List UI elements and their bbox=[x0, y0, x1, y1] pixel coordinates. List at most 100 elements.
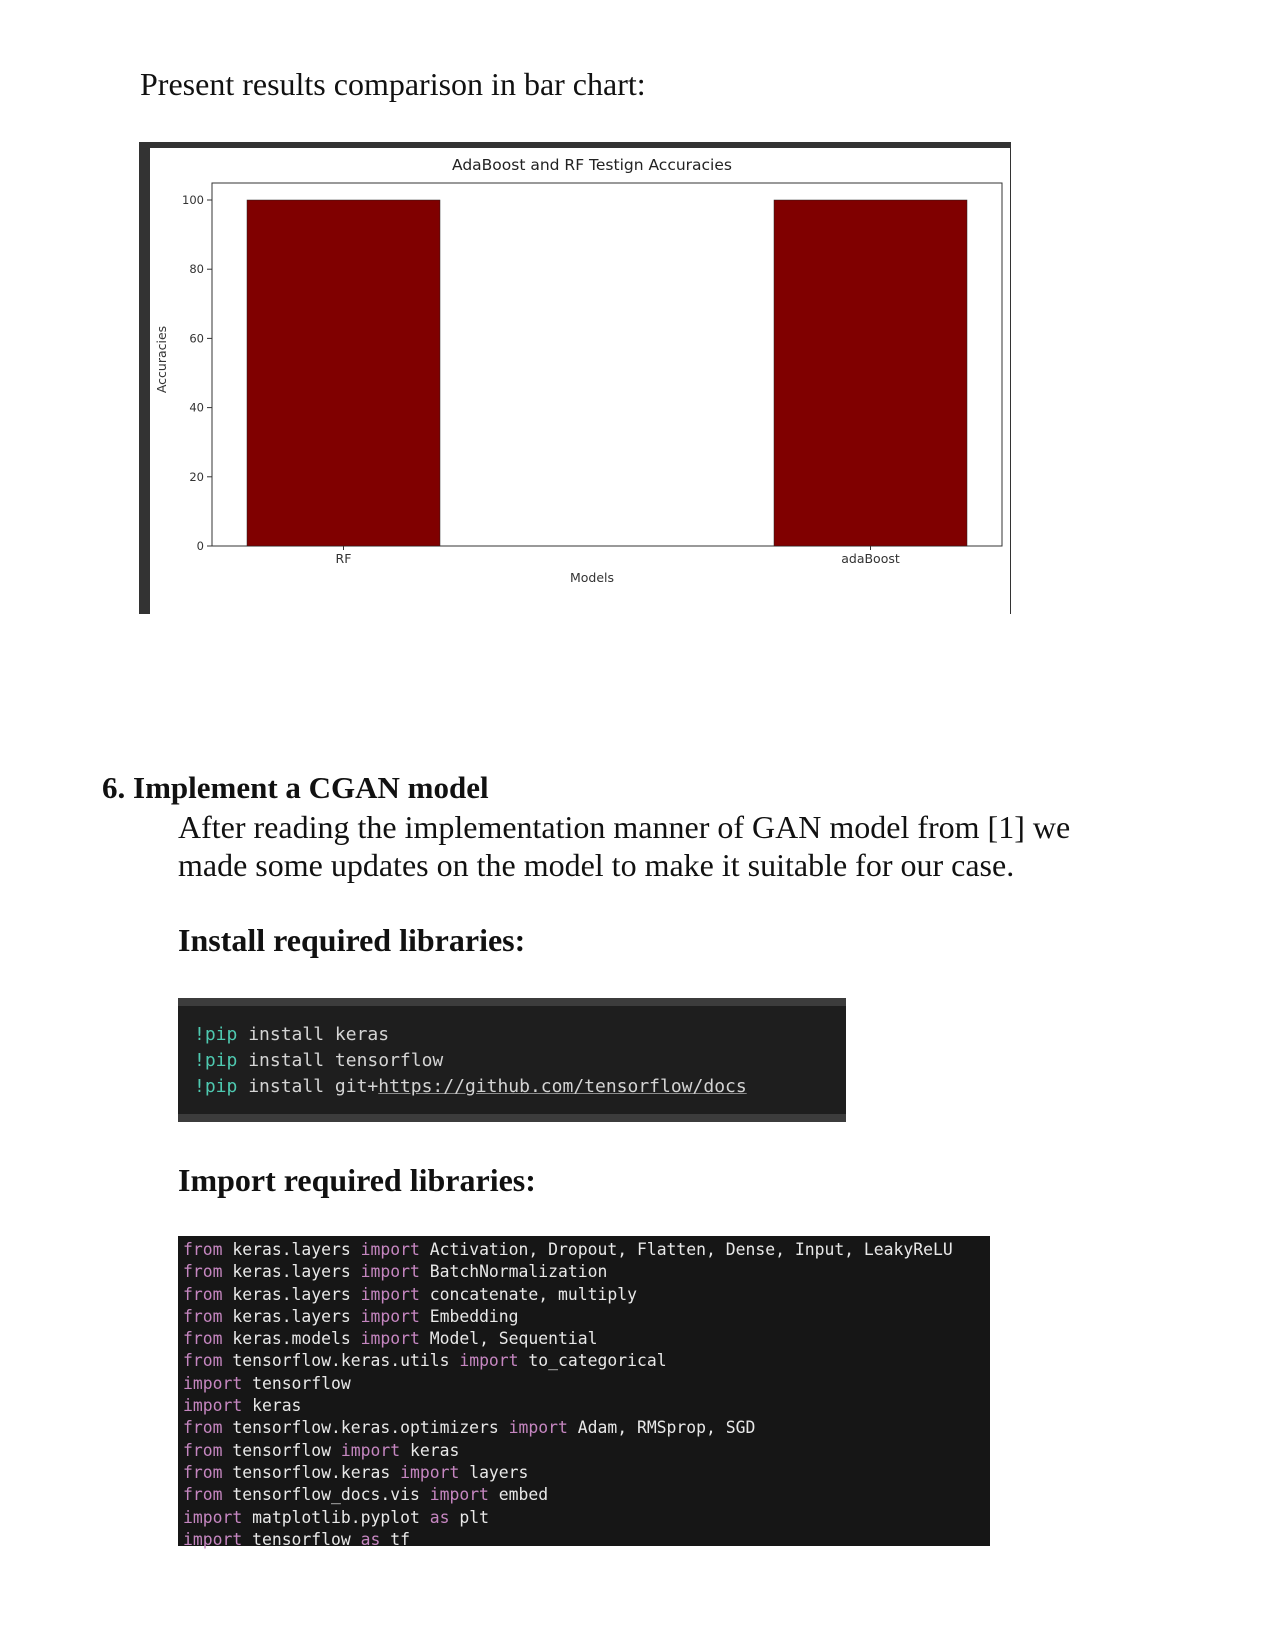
code-text: install git+ bbox=[237, 1076, 379, 1097]
keyword-token: as bbox=[429, 1507, 450, 1527]
code-line: from tensorflow.keras import layers bbox=[183, 1462, 990, 1484]
code-line: import matplotlib.pyplot as plt bbox=[183, 1507, 990, 1529]
keyword-token: from bbox=[183, 1284, 223, 1304]
keyword-token: import bbox=[360, 1240, 420, 1259]
code-token: Activation, Dropout, Flatten, Dense, Inp… bbox=[419, 1240, 953, 1259]
import-code-block: from keras.layers import Activation, Dro… bbox=[178, 1236, 990, 1549]
code-token: tensorflow bbox=[242, 1529, 361, 1549]
keyword-token: import bbox=[183, 1373, 243, 1393]
bar-chart: AdaBoost and RF Testign Accuracies 0 20 40 6… bbox=[154, 156, 1003, 585]
code-line: !pip install keras bbox=[194, 1022, 846, 1048]
keyword-token: from bbox=[183, 1462, 223, 1482]
keyword-token: as bbox=[360, 1529, 381, 1549]
keyword-token: from bbox=[183, 1306, 223, 1326]
bar bbox=[246, 199, 441, 547]
keyword-token: import bbox=[360, 1262, 420, 1282]
url-link[interactable]: https://github.com/tensorflow/docs bbox=[378, 1076, 747, 1097]
y-tick-label: 80 bbox=[189, 262, 204, 276]
code-token: Adam, RMSprop, SGD bbox=[567, 1418, 756, 1438]
code-line: !pip install git+https://github.com/tens… bbox=[194, 1074, 846, 1100]
section-heading: 6. Implement a CGAN model bbox=[102, 770, 489, 805]
install-code-block: !pip install keras !pip install tensorflo… bbox=[178, 998, 846, 1122]
x-axis-label: Models bbox=[570, 570, 614, 585]
keyword-token: import bbox=[183, 1529, 243, 1549]
code-token: keras.layers bbox=[222, 1240, 361, 1259]
pip-command: !pip bbox=[194, 1050, 238, 1071]
keyword-token: import bbox=[340, 1440, 401, 1460]
code-token: keras.layers bbox=[222, 1306, 361, 1326]
intro-text: Present results comparison in bar chart: bbox=[140, 66, 646, 102]
code-token: tensorflow_docs.vis bbox=[222, 1485, 430, 1505]
code-line: !pip install tensorflow bbox=[194, 1048, 846, 1074]
code-token: concatenate, multiply bbox=[419, 1284, 637, 1304]
code-line: from tensorflow import keras bbox=[183, 1440, 990, 1462]
keyword-token: from bbox=[183, 1262, 223, 1282]
code-token: keras bbox=[242, 1396, 302, 1416]
code-token: keras.layers bbox=[222, 1284, 361, 1304]
code-line: from keras.layers import BatchNormalizat… bbox=[183, 1261, 990, 1283]
code-token: to_categorical bbox=[518, 1351, 667, 1371]
code-line: import tensorflow as tf bbox=[183, 1529, 990, 1551]
code-token: Embedding bbox=[419, 1306, 519, 1326]
import-heading: Import required libraries: bbox=[178, 1162, 536, 1198]
code-line: from tensorflow.keras.utils import to_ca… bbox=[183, 1350, 990, 1372]
code-token: tf bbox=[380, 1529, 410, 1549]
y-tick-label: 60 bbox=[189, 331, 204, 345]
section-paragraph: After reading the implementation manner … bbox=[178, 808, 1128, 884]
keyword-token: from bbox=[183, 1329, 223, 1349]
code-token: tensorflow.keras bbox=[222, 1462, 401, 1482]
bar bbox=[773, 199, 968, 547]
code-line: from keras.layers import Activation, Dro… bbox=[183, 1239, 990, 1261]
keyword-token: import bbox=[400, 1462, 460, 1482]
keyword-token: from bbox=[183, 1440, 223, 1460]
paragraph-line: made some updates on the model to make i… bbox=[178, 847, 1015, 883]
keyword-token: import bbox=[459, 1351, 519, 1371]
pip-command: !pip bbox=[194, 1024, 238, 1045]
code-text: install tensorflow bbox=[237, 1050, 444, 1071]
chart-title: AdaBoost and RF Testign Accuracies bbox=[452, 156, 732, 174]
y-tick-label: 100 bbox=[182, 193, 204, 207]
plot-area bbox=[211, 182, 1003, 547]
keyword-token: from bbox=[183, 1485, 223, 1505]
code-line: from keras.models import Model, Sequenti… bbox=[183, 1328, 990, 1350]
x-tick-label: RF bbox=[336, 551, 352, 566]
keyword-token: from bbox=[183, 1418, 223, 1438]
code-token: BatchNormalization bbox=[419, 1262, 608, 1282]
code-token: layers bbox=[459, 1462, 529, 1482]
y-tick-label: 0 bbox=[197, 539, 204, 553]
code-token: keras.models bbox=[222, 1329, 361, 1349]
code-token: tensorflow bbox=[242, 1373, 351, 1393]
code-line: from tensorflow_docs.vis import embed bbox=[183, 1484, 990, 1506]
code-line: import keras bbox=[183, 1395, 990, 1417]
code-token: keras.layers bbox=[222, 1262, 361, 1282]
y-tick-label: 40 bbox=[189, 401, 204, 415]
keyword-token: from bbox=[183, 1351, 223, 1371]
code-token: keras bbox=[400, 1440, 460, 1460]
keyword-token: import bbox=[508, 1418, 568, 1438]
code-line: from keras.layers import concatenate, mu… bbox=[183, 1284, 990, 1306]
code-token: tensorflow.keras.utils bbox=[222, 1351, 460, 1371]
paragraph-line: After reading the implementation manner … bbox=[178, 809, 1071, 845]
keyword-token: import bbox=[183, 1396, 243, 1416]
y-axis-label: Accuracies bbox=[154, 326, 169, 393]
code-token: plt bbox=[449, 1507, 489, 1527]
keyword-token: from bbox=[183, 1240, 223, 1259]
code-text: install keras bbox=[237, 1024, 390, 1045]
code-token: embed bbox=[488, 1485, 549, 1505]
y-tick-label: 20 bbox=[189, 470, 204, 484]
code-token: matplotlib.pyplot bbox=[242, 1507, 430, 1527]
keyword-token: import bbox=[183, 1507, 243, 1527]
pip-command: !pip bbox=[194, 1076, 238, 1097]
code-token: tensorflow.keras.optimizers bbox=[222, 1418, 509, 1438]
keyword-token: import bbox=[360, 1306, 420, 1326]
code-line: import tensorflow bbox=[183, 1373, 990, 1395]
keyword-token: import bbox=[360, 1284, 420, 1304]
code-line: from keras.layers import Embedding bbox=[183, 1306, 990, 1328]
code-line: from tensorflow.keras.optimizers import … bbox=[183, 1417, 990, 1439]
code-token: tensorflow bbox=[222, 1440, 341, 1460]
install-heading: Install required libraries: bbox=[178, 922, 526, 958]
chart-container: AdaBoost and RF Testign Accuracies 0 20 40 6… bbox=[139, 142, 1011, 614]
code-token: Model, Sequential bbox=[419, 1329, 598, 1349]
keyword-token: import bbox=[360, 1329, 420, 1349]
x-tick-label: adaBoost bbox=[841, 551, 900, 566]
